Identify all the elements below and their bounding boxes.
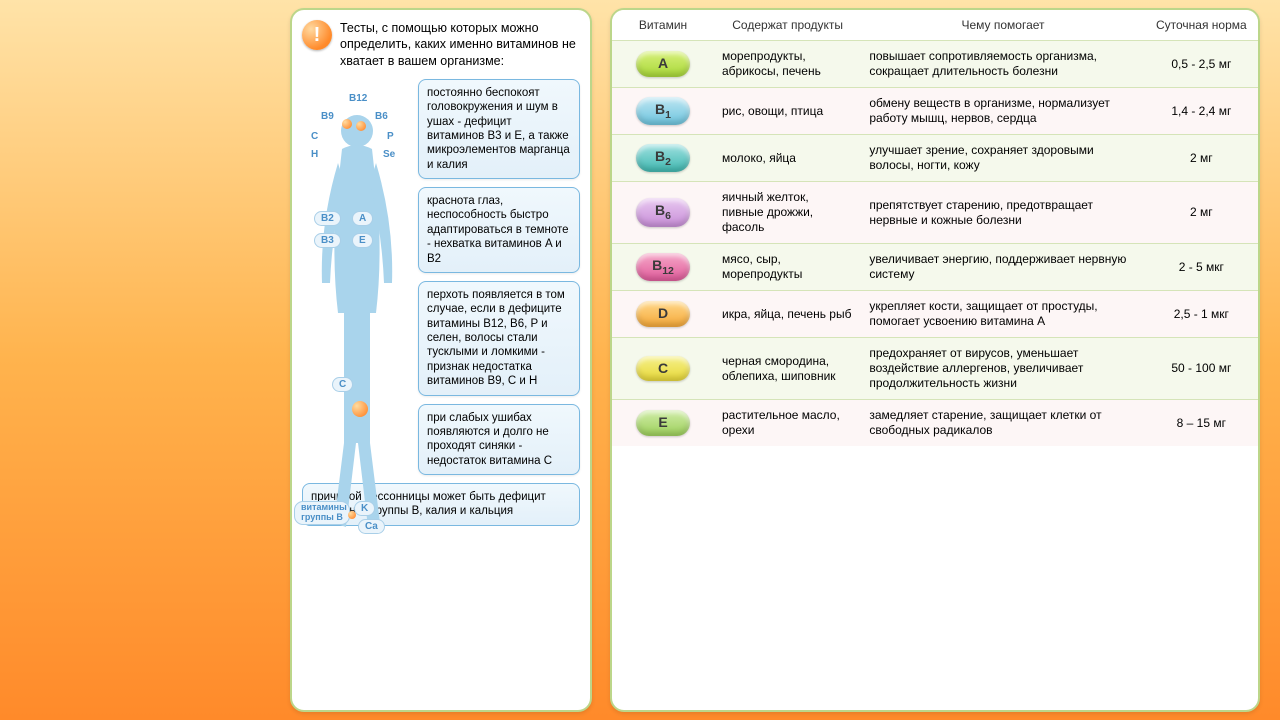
cell-dose: 2 - 5 мкг [1145,244,1258,291]
table-row: Dикра, яйца, печень рыбукрепляет кости, … [612,291,1258,338]
body-pill-ca: Ca [358,519,385,534]
vitamin-pill: D [636,301,690,327]
cell-dose: 50 - 100 мг [1145,338,1258,400]
vitamin-pill: A [636,51,690,77]
body-pill-a: A [352,211,373,226]
marker-dot [352,401,368,417]
cell-products: рис, овощи, птица [714,88,861,135]
cell-products: икра, яйца, печень рыб [714,291,861,338]
th-dose: Суточная норма [1145,10,1258,41]
cell-helps: препятствует старению, предотвращает нер… [861,182,1144,244]
vitamin-pill: B12 [636,253,690,282]
cell-dose: 2 мг [1145,182,1258,244]
cell-helps: увеличивает энергию, поддерживает нервну… [861,244,1144,291]
body-pill-e: E [352,233,373,248]
body-label-se: Se [380,149,398,160]
marker-dot [356,121,366,131]
cell-products: яичный желток, пивные дрожжи, фасоль [714,182,861,244]
cell-dose: 8 – 15 мг [1145,400,1258,447]
vitamin-pill: B1 [636,97,690,126]
body-pill-group-b: витамины группы B [294,501,350,525]
cell-products: морепродукты, абрикосы, печень [714,41,861,88]
vitamin-pill: C [636,356,690,382]
cell-dose: 2,5 - 1 мкг [1145,291,1258,338]
body-label-b9: B9 [318,111,337,122]
body-label-b12: B12 [346,93,370,104]
cell-products: мясо, сыр, морепродукты [714,244,861,291]
cell-products: черная смородина, облепиха, шиповник [714,338,861,400]
marker-dot [342,119,352,129]
th-vitamin: Витамин [612,10,714,41]
table-header-row: Витамин Содержат продукты Чему помогает … [612,10,1258,41]
table-row: Cчерная смородина, облепиха, шиповникпре… [612,338,1258,400]
body-pill-c2: C [332,377,353,392]
body-pill-k: K [354,501,375,516]
cell-dose: 1,4 - 2,4 мг [1145,88,1258,135]
body-pill-b3: B3 [314,233,341,248]
th-helps: Чему помогает [861,10,1144,41]
cell-dose: 2 мг [1145,135,1258,182]
vitamins-table: Витамин Содержат продукты Чему помогает … [612,10,1258,446]
callouts-list: постоянно беспокоят головокружения и шум… [418,79,580,475]
body-pill-b2: B2 [314,211,341,226]
cell-dose: 0,5 - 2,5 мг [1145,41,1258,88]
table-row: B1 рис, овощи, птицаобмену веществ в орга… [612,88,1258,135]
table-row: B6 яичный желток, пивные дрожжи, фасольпр… [612,182,1258,244]
body-label-h: H [308,149,321,160]
body-silhouette-icon [312,103,402,533]
callout-item: краснота глаз, неспособность быстро адап… [418,187,580,273]
table-row: Eрастительное масло, орехизамедляет стар… [612,400,1258,447]
body-label-c: C [308,131,321,142]
cell-products: молоко, яйца [714,135,861,182]
vitamins-table-panel: Витамин Содержат продукты Чему помогает … [610,8,1260,712]
body-silhouette-column: B12 B9 B6 C P H Se B2 A B3 E C витамины … [302,79,412,475]
table-row: Aморепродукты, абрикосы, печеньповышает … [612,41,1258,88]
table-row: B2 молоко, яйцаулучшает зрение, сохраняет… [612,135,1258,182]
marker-dot [348,511,356,519]
th-products: Содержат продукты [714,10,861,41]
callout-item: постоянно беспокоят головокружения и шум… [418,79,580,179]
table-row: B12 мясо, сыр, морепродуктыувеличивает эн… [612,244,1258,291]
cell-helps: обмену веществ в организме, нормализует … [861,88,1144,135]
cell-products: растительное масло, орехи [714,400,861,447]
vitamin-pill: B2 [636,144,690,173]
deficiency-tests-panel: ! Тесты, с помощью которых можно определ… [290,8,592,712]
callout-item: перхоть появляется в том случае, если в … [418,281,580,396]
vitamin-pill: B6 [636,198,690,227]
cell-helps: укрепляет кости, защищает от простуды, п… [861,291,1144,338]
vitamin-pill: E [636,410,690,436]
cell-helps: замедляет старение, защищает клетки от с… [861,400,1144,447]
intro-block: ! Тесты, с помощью которых можно определ… [302,20,580,69]
intro-text: Тесты, с помощью которых можно определит… [340,20,580,69]
cell-helps: улучшает зрение, сохраняет здоровыми вол… [861,135,1144,182]
cell-helps: повышает сопротивляемость организма, сок… [861,41,1144,88]
body-label-b6: B6 [372,111,391,122]
callout-item: при слабых ушибах появляются и долго не … [418,404,580,476]
cell-helps: предохраняет от вирусов, уменьшает возде… [861,338,1144,400]
body-label-p: P [384,131,397,142]
exclamation-icon: ! [302,20,332,50]
